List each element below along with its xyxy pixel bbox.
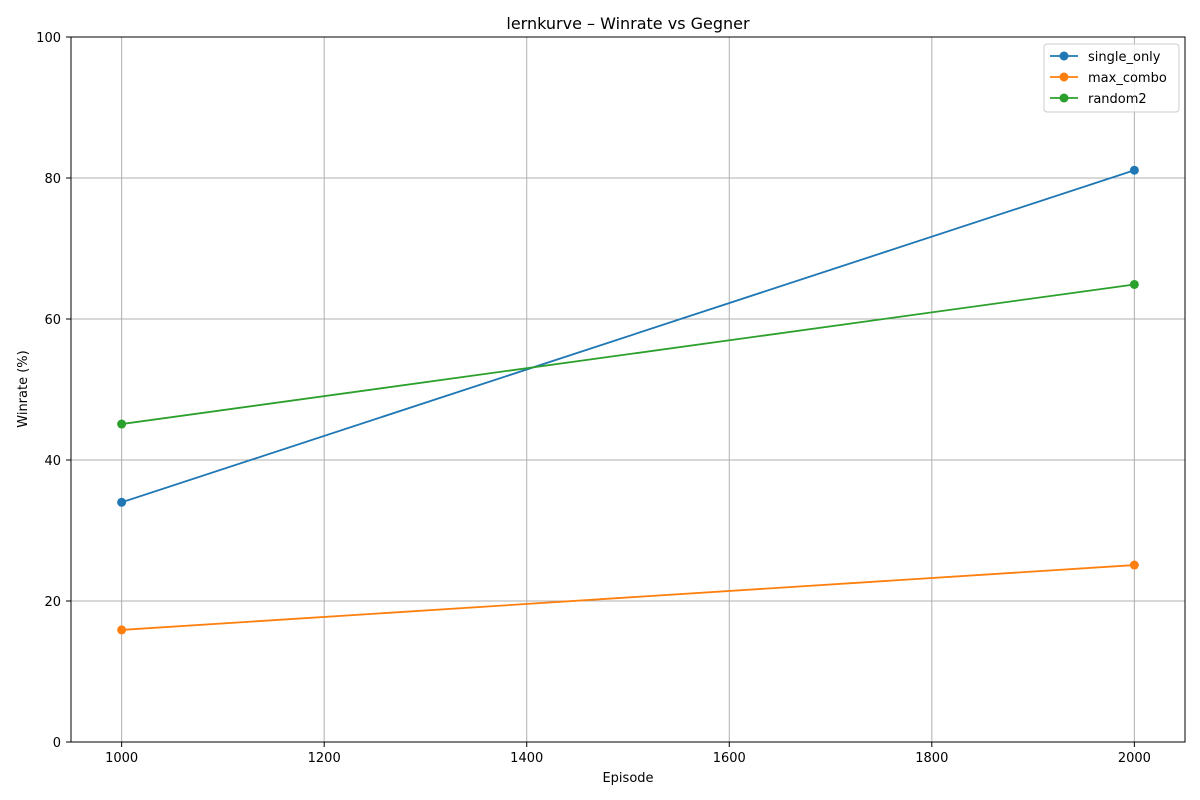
chart-title: lernkurve – Winrate vs Gegner <box>506 14 750 33</box>
series-line-single_only <box>121 169 1135 504</box>
plot-frame <box>70 36 1186 743</box>
series-layer <box>117 165 1139 635</box>
x-tick-label: 1400 <box>510 751 543 766</box>
series-line-random2 <box>121 283 1135 425</box>
x-tick-label: 1200 <box>308 751 341 766</box>
data-point-max_combo <box>1129 560 1139 570</box>
axes: 1000 1200 1400 1600 1800 2000 0 20 40 60 80 100 <box>36 31 1151 766</box>
y-tick-label: 80 <box>44 172 61 187</box>
series-max_combo <box>117 560 1139 635</box>
legend-label: random2 <box>1088 92 1147 107</box>
legend-item-max_combo: max_combo <box>1050 71 1167 86</box>
series-single_only <box>117 165 1139 507</box>
data-point-max_combo <box>117 625 127 635</box>
grid <box>71 37 1185 742</box>
data-point-random2 <box>117 419 127 429</box>
y-tick-label: 100 <box>36 31 61 46</box>
y-axis-label: Winrate (%) <box>16 350 31 427</box>
data-point-single_only <box>1129 165 1139 175</box>
legend-item-single_only: single_only <box>1050 50 1161 65</box>
y-tick-label: 20 <box>44 595 61 610</box>
data-point-single_only <box>117 497 127 507</box>
legend-label: single_only <box>1088 50 1161 65</box>
legend-swatch-marker <box>1059 93 1069 103</box>
legend-swatch-marker <box>1059 51 1069 61</box>
data-point-random2 <box>1129 279 1139 289</box>
legend-box <box>1043 43 1180 113</box>
x-tick-label: 2000 <box>1118 751 1151 766</box>
x-axis-label: Episode <box>602 771 653 786</box>
x-tick-label: 1800 <box>915 751 948 766</box>
series-random2 <box>117 279 1139 429</box>
legend-label: max_combo <box>1088 71 1167 86</box>
legend-swatch-marker <box>1059 72 1069 82</box>
y-tick-label: 60 <box>44 313 61 328</box>
y-tick-label: 0 <box>53 736 61 751</box>
legend: single_only max_combo random2 <box>1043 43 1180 113</box>
x-tick-label: 1600 <box>713 751 746 766</box>
legend-item-random2: random2 <box>1050 92 1147 107</box>
y-tick-label: 40 <box>44 454 61 469</box>
series-line-max_combo <box>121 564 1135 631</box>
x-tick-label: 1000 <box>105 751 138 766</box>
